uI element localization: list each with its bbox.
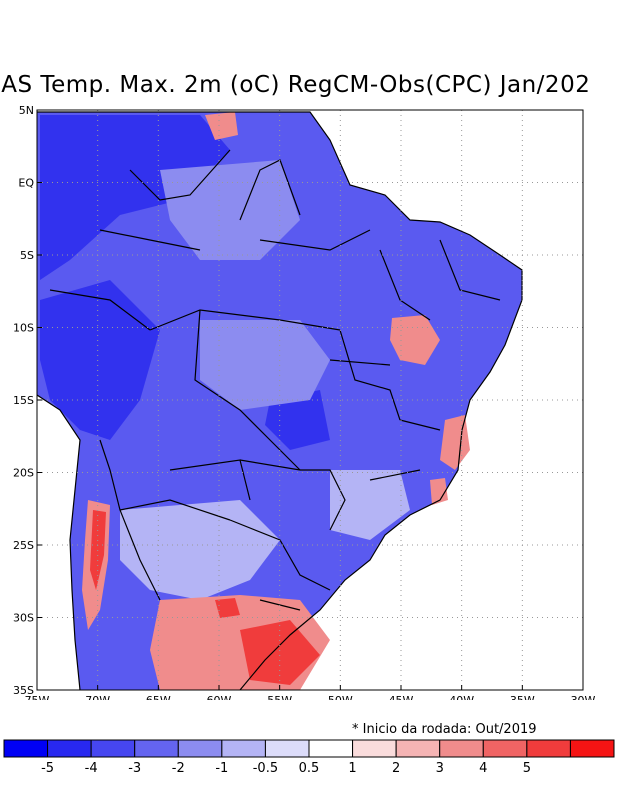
colorbar-swatch (264, 739, 310, 758)
lat-tick-label: 15S (13, 394, 34, 407)
region-strong-cold-north (40, 115, 230, 280)
colorbar-swatch (395, 739, 441, 758)
grid-lines (37, 110, 583, 690)
pacific-ocean (37, 395, 80, 690)
region-mild-southeast (330, 470, 410, 540)
region-strong-cold-west (40, 280, 160, 440)
axis-ticks: 75W 70W 65W 60W 55W 50W 45W 40W 35W 30W 5N EQ 5S 10S 1… (13, 104, 596, 700)
region-strong-cold-center (265, 390, 330, 450)
colorbar-swatch (221, 739, 266, 758)
lon-tick-label: 45W (389, 694, 414, 700)
lat-tick-label: 30S (13, 612, 34, 625)
colorbar-swatch (526, 739, 571, 758)
lon-tick-label: 30W (571, 694, 596, 700)
lat-tick-label: 20S (13, 467, 34, 480)
colorbar-label: -1 (215, 761, 228, 776)
colorbar-label: -4 (85, 761, 98, 776)
colorbar-boxes (3, 739, 615, 758)
anomaly-map: 75W 70W 65W 60W 55W 50W 45W 40W 35W 30W 5N EQ 5S 10S 1… (13, 104, 596, 700)
colorbar-label: -5 (41, 761, 54, 776)
lon-tick-label: 60W (207, 694, 232, 700)
colorbar-label: 0.5 (299, 761, 320, 776)
lat-tick-label: 5S (20, 249, 34, 262)
region-cool-amazon (160, 160, 300, 260)
lon-tick-label: 50W (328, 694, 353, 700)
lat-tick-label: 5N (19, 104, 34, 117)
colorbar-swatch (308, 739, 354, 758)
colorbar-swatch (482, 739, 528, 758)
lat-tick-label: EQ (18, 177, 34, 190)
colorbar-label: 5 (523, 761, 531, 776)
region-warm-rs (215, 598, 240, 618)
colorbar-label: -0.5 (253, 761, 278, 776)
run-start-note: * Inicio da rodada: Out/2019 (352, 722, 537, 737)
lon-tick-label: 35W (510, 694, 535, 700)
lon-tick-label: 55W (267, 694, 292, 700)
colorbar-labels: -5 -4 -3 -2 -1 -0.5 0.5 1 2 3 4 5 (41, 761, 531, 776)
colorbar-swatch (352, 739, 397, 758)
lat-tick-label: 25S (13, 539, 34, 552)
colorbar-label: -2 (172, 761, 185, 776)
lon-tick-label: 75W (25, 694, 50, 700)
colorbar-label: 3 (436, 761, 444, 776)
colorbar-label: -3 (128, 761, 141, 776)
lon-tick-label: 70W (85, 694, 110, 700)
colorbar-label: 1 (348, 761, 356, 776)
colorbar-label: 4 (479, 761, 487, 776)
colorbar-swatch (90, 739, 136, 758)
region-mild-south (120, 500, 280, 600)
region-warm-north (205, 112, 238, 140)
colorbar-swatch (47, 739, 92, 758)
lon-tick-label: 65W (146, 694, 171, 700)
region-cool-center (200, 320, 330, 410)
colorbar-swatch (3, 739, 49, 758)
lat-tick-label: 10S (13, 322, 34, 335)
colorbar-swatch (177, 739, 223, 758)
region-warm-strong-south (240, 620, 320, 685)
map-title: IAS Temp. Max. 2m (oC) RegCM-Obs(CPC) Ja… (0, 72, 591, 98)
region-warm-coast-se2 (430, 478, 448, 505)
lat-tick-label: 35S (13, 684, 34, 697)
colorbar-swatch (569, 739, 615, 758)
colorbar-swatch (134, 739, 179, 758)
political-borders (37, 111, 523, 690)
colorbar-swatch (439, 739, 484, 758)
colorbar-label: 2 (392, 761, 400, 776)
lon-tick-label: 40W (449, 694, 474, 700)
